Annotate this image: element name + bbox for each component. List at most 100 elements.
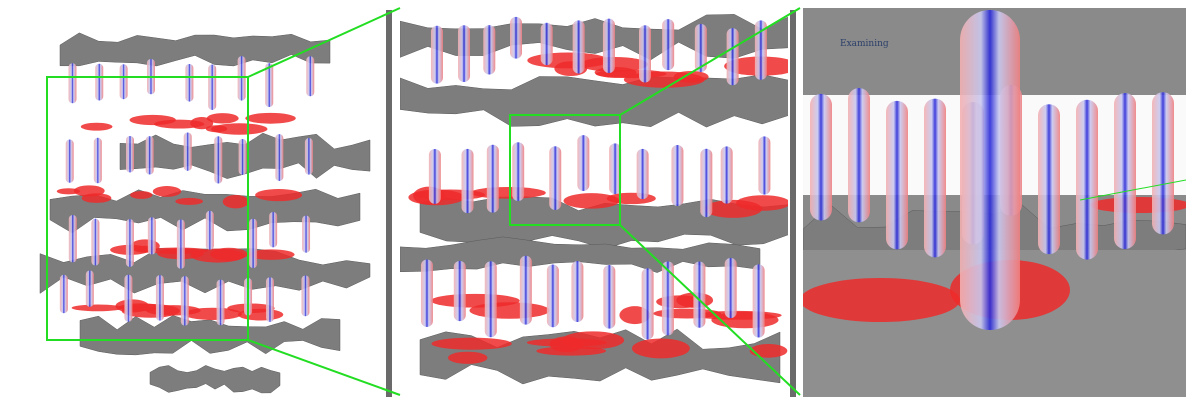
column: [662, 19, 674, 70]
column: [810, 94, 832, 221]
rock-layer: [150, 365, 280, 393]
column: [642, 268, 654, 339]
separator: [790, 10, 796, 397]
red-patch: [130, 191, 152, 199]
column: [239, 139, 247, 175]
separator: [386, 10, 392, 397]
column: [156, 275, 164, 321]
red-patch: [800, 278, 960, 322]
column: [177, 219, 185, 268]
column: [206, 211, 214, 250]
column: [305, 138, 313, 175]
column: [148, 217, 156, 254]
column: [421, 260, 433, 327]
column: [549, 146, 561, 210]
column: [700, 149, 712, 217]
column: [637, 149, 649, 199]
red-patch: [175, 198, 203, 205]
red-patch: [245, 113, 295, 124]
red-patch: [72, 304, 124, 311]
column: [1038, 104, 1060, 254]
column: [758, 136, 770, 194]
column: [431, 26, 443, 84]
red-patch: [527, 338, 607, 346]
column: [512, 142, 524, 201]
column: [487, 145, 499, 213]
column: [429, 149, 441, 204]
red-patch: [81, 123, 113, 131]
column: [1152, 92, 1174, 234]
column: [960, 10, 1020, 330]
column: [520, 256, 532, 325]
column: [68, 63, 76, 103]
column: [753, 264, 765, 337]
column: [214, 136, 222, 183]
rock-layer: [60, 33, 330, 66]
column: [1076, 100, 1098, 260]
column: [306, 56, 314, 96]
column: [462, 149, 474, 213]
column: [208, 64, 216, 109]
red-patch: [470, 187, 546, 199]
red-patch: [736, 195, 790, 211]
column: [275, 134, 283, 181]
column: [541, 23, 553, 65]
red-patch: [595, 67, 637, 78]
red-patch: [74, 185, 105, 196]
column: [727, 28, 739, 85]
red-patch: [223, 195, 249, 208]
column: [146, 136, 154, 174]
red-patch: [469, 302, 549, 318]
red-patch: [632, 339, 690, 359]
annotation: Examining: [840, 39, 889, 49]
column: [302, 216, 310, 253]
red-patch: [191, 249, 245, 263]
column: [639, 25, 651, 82]
column: [181, 276, 189, 325]
column: [120, 64, 128, 99]
column: [458, 25, 470, 82]
column: [66, 140, 74, 183]
red-patch: [563, 193, 619, 208]
column: [217, 280, 225, 326]
column: [301, 275, 309, 316]
column: [126, 136, 134, 173]
column: [725, 258, 737, 318]
column: [185, 64, 193, 102]
column: [510, 17, 522, 59]
column: [269, 212, 277, 247]
figure: Examining: [0, 0, 1186, 397]
column: [886, 101, 908, 250]
column: [86, 270, 94, 306]
column: [721, 146, 733, 203]
red-patch: [448, 352, 488, 364]
column: [266, 277, 274, 322]
column: [573, 20, 585, 73]
column: [1114, 93, 1136, 249]
column: [124, 275, 132, 322]
column: [662, 261, 674, 335]
red-patch: [153, 186, 181, 197]
column: [671, 145, 683, 206]
column: [238, 56, 246, 100]
column: [184, 133, 192, 171]
red-patch: [431, 338, 511, 350]
column: [571, 261, 583, 322]
rock-layer: [80, 315, 340, 354]
column: [924, 99, 946, 258]
red-patch: [255, 189, 302, 201]
column: [60, 275, 68, 313]
column: [483, 25, 495, 74]
page: {"label": "Examining"} Examining (() => …: [0, 0, 1186, 397]
column: [577, 135, 589, 191]
column: [454, 261, 466, 321]
panel-1: [40, 33, 370, 393]
column: [848, 88, 870, 222]
red-patch: [206, 125, 227, 132]
column: [547, 265, 559, 328]
column: [69, 215, 77, 262]
column: [693, 262, 705, 328]
column: [603, 265, 615, 329]
column: [603, 19, 615, 73]
panel-2: [400, 14, 799, 384]
